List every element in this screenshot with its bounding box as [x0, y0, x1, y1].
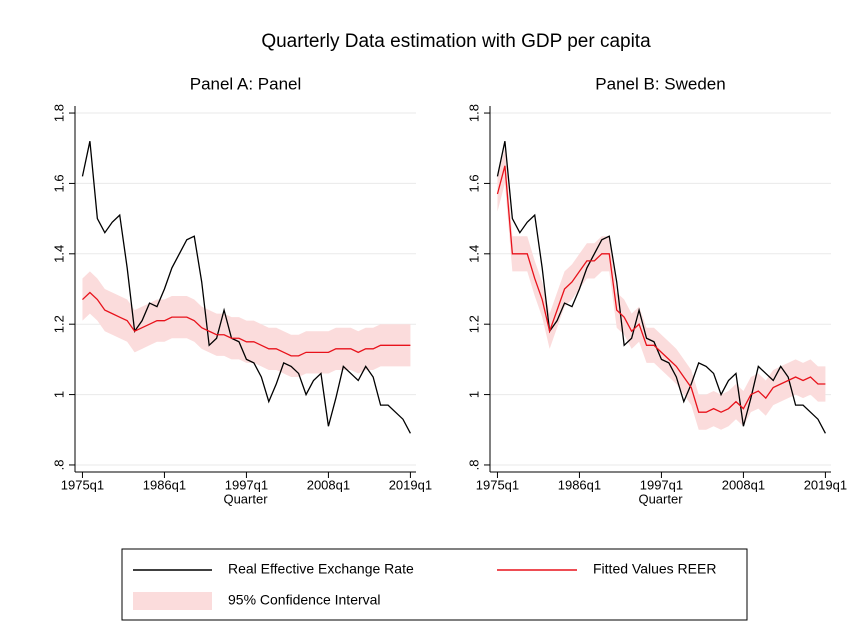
- confidence-band: [497, 148, 826, 430]
- x-tick-label: 1986q1: [143, 477, 186, 492]
- series-line: [81, 141, 411, 434]
- x-axis-label: Quarter: [638, 491, 683, 506]
- y-tick-label: 1: [51, 391, 66, 398]
- y-tick-label: 1.4: [466, 245, 481, 263]
- panel-title: Panel A: Panel: [190, 74, 302, 93]
- x-tick-label: 2008q1: [722, 477, 765, 492]
- series-line: [82, 291, 411, 357]
- y-tick-label: 1.6: [51, 174, 66, 192]
- figure-title: Quarterly Data estimation with GDP per c…: [261, 31, 651, 52]
- y-tick-label: 1: [466, 391, 481, 398]
- y-tick-label: .8: [466, 460, 481, 471]
- legend-box: [121, 548, 748, 621]
- x-tick-label: 1975q1: [61, 477, 104, 492]
- legend-label: 95% Confidence Interval: [228, 592, 381, 608]
- y-tick-label: 1.2: [51, 315, 66, 333]
- y-tick-label: 1.8: [466, 104, 481, 122]
- y-tick-label: 1.2: [466, 315, 481, 333]
- x-tick-label: 1997q1: [225, 477, 268, 492]
- legend-label: Fitted Values REER: [593, 561, 716, 577]
- x-tick-label: 1986q1: [558, 477, 601, 492]
- legend-label: Real Effective Exchange Rate: [228, 561, 414, 577]
- x-tick-label: 2019q1: [804, 477, 847, 492]
- series-line: [496, 141, 826, 434]
- x-tick-label: 1975q1: [476, 477, 519, 492]
- x-axis-label: Quarter: [223, 491, 268, 506]
- y-tick-label: 1.4: [51, 245, 66, 263]
- confidence-band: [82, 271, 411, 377]
- y-tick-label: 1.6: [466, 174, 481, 192]
- series-line: [496, 165, 826, 413]
- x-tick-label: 2019q1: [389, 477, 432, 492]
- panel-title: Panel B: Sweden: [595, 74, 725, 93]
- x-tick-label: 1997q1: [640, 477, 683, 492]
- y-tick-label: 1.8: [51, 104, 66, 122]
- x-tick-label: 2008q1: [307, 477, 350, 492]
- legend-swatch: [133, 592, 212, 610]
- y-tick-label: .8: [51, 460, 66, 471]
